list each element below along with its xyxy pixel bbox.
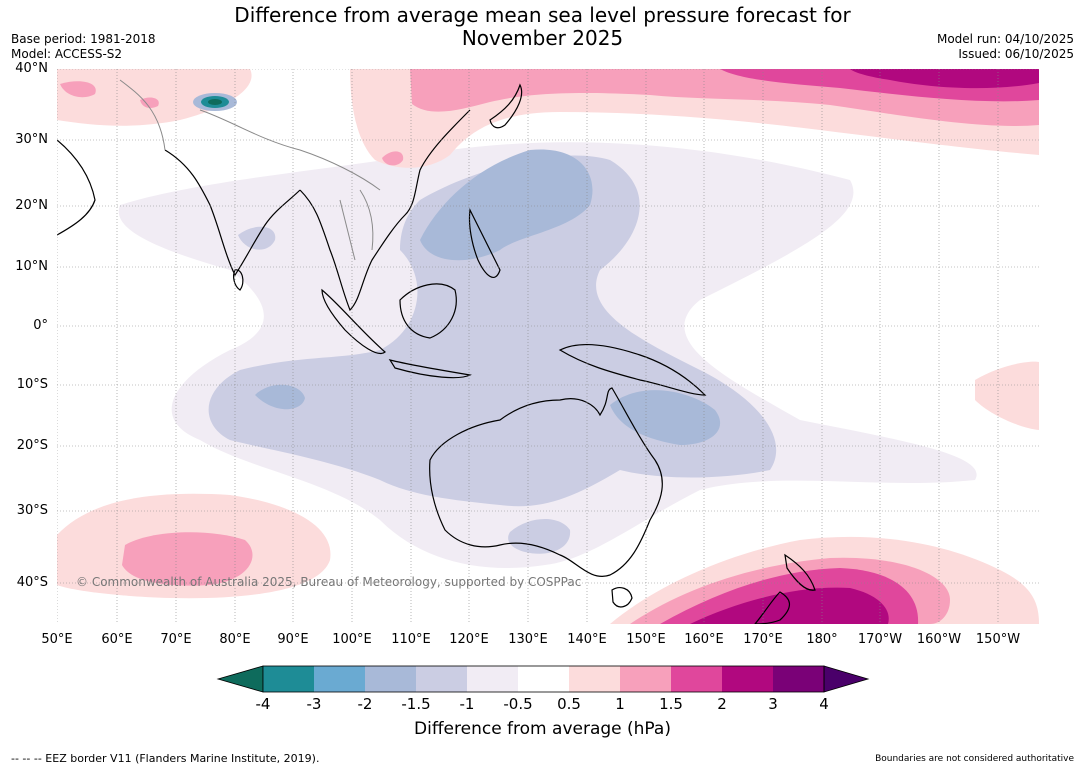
coast-se-asia [299,109,471,312]
graticule [57,69,1039,624]
colorbar-title: Difference from average (hPa) [414,719,671,739]
lon-label: 60°E [101,632,133,647]
colorbar-seg-1 [314,666,365,692]
right-metadata: Model run: 04/10/2025 Issued: 06/10/2025 [937,32,1074,62]
lat-label: 30°N [15,132,48,147]
coast-nz-south [754,591,790,624]
colorbar-seg-0 [263,666,314,692]
lat-label: 0° [33,318,48,333]
colorbar-seg-4 [467,666,518,692]
colorbar-arrow-left [216,665,264,693]
country-borders [119,79,381,261]
anomaly-pos-0p5-nw [57,69,252,126]
base-period: Base period: 1981-2018 [11,32,156,46]
lat-label: 40°S [16,575,48,590]
lat-label: 20°S [16,438,48,453]
anomaly-neg-tibet-c [208,99,222,105]
coast-java [388,359,472,379]
anomaly-pos-1-sw [122,532,253,586]
coastlines [57,83,816,624]
coast-nz-north [784,553,816,591]
anomaly-neg-1-bight [508,518,571,554]
colorbar-label: 2 [717,695,727,713]
anomaly-pos-1-nw [60,81,96,98]
model-name: Model: ACCESS-S2 [11,47,123,61]
issued-date: Issued: 06/10/2025 [958,47,1074,61]
lat-label: 30°S [16,503,48,518]
lat-label: 40°N [15,61,48,76]
colorbar-label: 4 [819,695,829,713]
lon-label: 120°E [449,632,489,647]
anomaly-neg-1p5-c [255,384,305,410]
lon-label: 100°E [332,632,372,647]
colorbar-label: -2 [357,695,373,713]
colorbar-label: 1 [615,695,625,713]
anomaly-pos-0p5-east [975,361,1039,430]
model-run: Model run: 04/10/2025 [936,32,1074,46]
coast-arabia [57,139,96,236]
lat-label: 10°S [16,377,48,392]
colorbar-seg-8 [671,666,722,692]
lat-label: 10°N [15,259,48,274]
coast-philippines [468,207,501,278]
coast-tasmania [611,587,633,608]
anomaly-pos-1-small [382,151,404,166]
lon-label: 170°W [857,632,903,647]
map-title: Difference from average mean sea level p… [0,4,1085,50]
colorbar-seg-2 [365,666,416,692]
colorbar-seg-5 [518,666,569,692]
lon-label: 140°E [567,632,607,647]
colorbar-label: -3 [306,695,322,713]
coast-japan [489,83,523,129]
colorbar-seg-10 [773,666,824,692]
anomaly-neg-1p5-a [420,149,593,261]
lon-label: 130°E [508,632,548,647]
colorbar-seg-9 [722,666,773,692]
lon-label: 160°W [916,632,962,647]
lon-label: 150°W [975,632,1021,647]
lon-label: 90°E [277,632,309,647]
colorbar-label: -1 [459,695,475,713]
colorbar-label: -0.5 [503,695,533,713]
colorbar-label: -1.5 [401,695,431,713]
footer-disclaimer: Boundaries are not considered authoritat… [875,754,1074,764]
colorbar-label: 0.5 [557,695,581,713]
copyright-notice: © Commonwealth of Australia 2025, Bureau… [76,575,582,589]
colorbar-seg-3 [416,666,467,692]
anomaly-neg-1p5-b [610,390,721,445]
colorbar-seg-6 [569,666,620,692]
colorbar-label: 3 [768,695,778,713]
coast-sumatra [321,288,386,354]
lon-label: 150°E [626,632,666,647]
lon-label: 110°E [391,632,431,647]
anomaly-pos-2-north [850,69,1039,89]
coast-new-guinea [558,343,707,396]
title-line-2: November 2025 [461,26,624,50]
lon-label: 170°E [743,632,783,647]
coast-india [164,149,301,277]
colorbar-label: 1.5 [659,695,683,713]
lon-label: 160°E [684,632,724,647]
lat-label: 20°N [15,198,48,213]
map-area [57,69,1039,624]
lon-label: 70°E [160,632,192,647]
lon-label: 180° [806,632,838,647]
footer-eez-note: -- -- -- EEZ border V11 (Flanders Marine… [11,752,320,765]
left-metadata: Base period: 1981-2018 Model: ACCESS-S2 [11,32,156,62]
lon-label: 80°E [219,632,251,647]
coast-australia [429,387,663,577]
colorbar-label: -4 [255,695,271,713]
colorbar-arrow-right [823,665,870,693]
title-line-1: Difference from average mean sea level p… [234,3,851,27]
anomaly-pos-1-nw2 [140,97,159,108]
colorbar-seg-7 [620,666,671,692]
lon-label: 50°E [41,632,73,647]
coast-sri-lanka [233,269,244,291]
colorbar [216,665,870,693]
coast-borneo [399,283,457,339]
